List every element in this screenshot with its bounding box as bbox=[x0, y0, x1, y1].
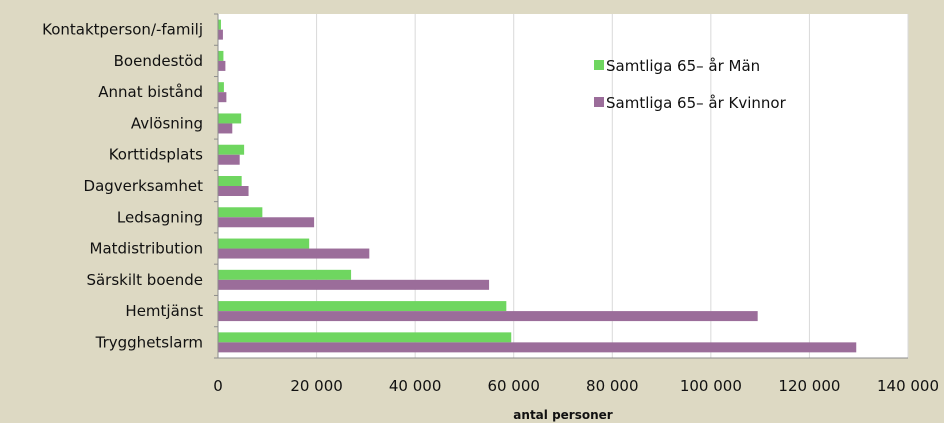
x-tick-label: 140 000 bbox=[877, 377, 939, 395]
bar-kvinnor bbox=[218, 248, 370, 259]
bar-man bbox=[218, 113, 242, 124]
x-tick-label: 120 000 bbox=[778, 377, 840, 395]
category-label: Korttidsplats bbox=[109, 146, 203, 164]
legend-label-man: Samtliga 65– år Män bbox=[606, 57, 760, 75]
category-label: Särskilt boende bbox=[86, 271, 203, 289]
x-tick-label: 100 000 bbox=[680, 377, 742, 395]
x-tick-label: 80 000 bbox=[586, 377, 639, 395]
plot-area bbox=[218, 14, 908, 358]
x-tick-label: 60 000 bbox=[487, 377, 540, 395]
bar-kvinnor bbox=[218, 279, 490, 290]
category-label: Annat bistånd bbox=[98, 83, 203, 101]
category-label: Matdistribution bbox=[90, 240, 204, 258]
legend: Samtliga 65– år Män Samtliga 65– år Kvin… bbox=[594, 57, 787, 112]
bar-kvinnor bbox=[218, 217, 315, 228]
bar-man bbox=[218, 207, 263, 218]
bar-man bbox=[218, 269, 352, 280]
gridlines bbox=[316, 14, 909, 358]
category-label: Ledsagning bbox=[117, 208, 203, 226]
category-label: Hemtjänst bbox=[125, 302, 203, 320]
x-axis-title: antal personer bbox=[513, 408, 612, 422]
bar-kvinnor bbox=[218, 342, 857, 353]
bar-man bbox=[218, 19, 221, 30]
x-tick-label: 0 bbox=[213, 377, 223, 395]
bar-man bbox=[218, 50, 224, 61]
category-label: Kontaktperson/-familj bbox=[42, 21, 203, 39]
bar-kvinnor bbox=[218, 186, 249, 196]
bar-kvinnor bbox=[218, 311, 758, 322]
axes bbox=[214, 13, 908, 359]
bar-kvinnor bbox=[218, 123, 233, 134]
legend-swatch-man bbox=[594, 60, 604, 70]
category-label: Dagverksamhet bbox=[84, 177, 204, 195]
bar-man bbox=[218, 238, 310, 249]
bars bbox=[218, 19, 857, 353]
bar-man bbox=[218, 332, 512, 343]
bar-man bbox=[218, 301, 507, 312]
legend-swatch-kvinnor bbox=[594, 97, 604, 107]
x-tick-labels: 0 20 000 40 000 60 000 80 000 100 000 120 000 1… bbox=[213, 377, 939, 395]
bar-kvinnor bbox=[218, 154, 240, 165]
category-labels: Trygghetslarm Hemtjänst Särskilt boende Mat… bbox=[42, 21, 203, 352]
bar-man bbox=[218, 82, 224, 93]
x-tick-label: 20 000 bbox=[290, 377, 343, 395]
bar-kvinnor bbox=[218, 60, 226, 71]
bar-kvinnor bbox=[218, 29, 223, 40]
x-tick-label: 40 000 bbox=[389, 377, 442, 395]
category-label: Trygghetslarm bbox=[95, 333, 203, 351]
bar-kvinnor bbox=[218, 92, 227, 103]
category-label: Boendestöd bbox=[114, 52, 203, 70]
category-label: Avlösning bbox=[131, 114, 203, 132]
legend-label-kvinnor: Samtliga 65– år Kvinnor bbox=[606, 94, 787, 112]
bar-man bbox=[218, 144, 245, 155]
bar-man bbox=[218, 176, 242, 186]
